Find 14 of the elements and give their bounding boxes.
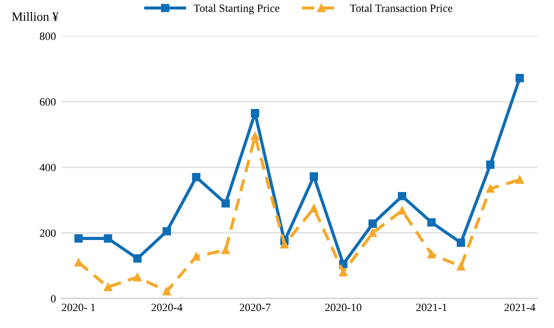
y-tick-label: 800 (40, 32, 56, 40)
x-tick-label: 2020-7 (240, 304, 270, 312)
x-tick-label: 2020-4 (152, 304, 182, 312)
y-tick-label: 0 (50, 294, 56, 302)
y-tick-label: 400 (40, 164, 56, 172)
legend-label: Total Transaction Price (350, 4, 452, 12)
x-tick-label: 2020-10 (325, 304, 362, 312)
x-tick-label: 2021-4 (504, 304, 536, 312)
y-axis-title: Million ¥ (12, 12, 59, 21)
y-tick-label: 200 (40, 229, 56, 237)
x-tick-label: 2020- 1 (62, 304, 96, 312)
x-tick-label: 2021-1 (416, 304, 447, 312)
y-tick-label: 600 (40, 98, 56, 106)
legend-label: Total Starting Price (194, 4, 280, 14)
